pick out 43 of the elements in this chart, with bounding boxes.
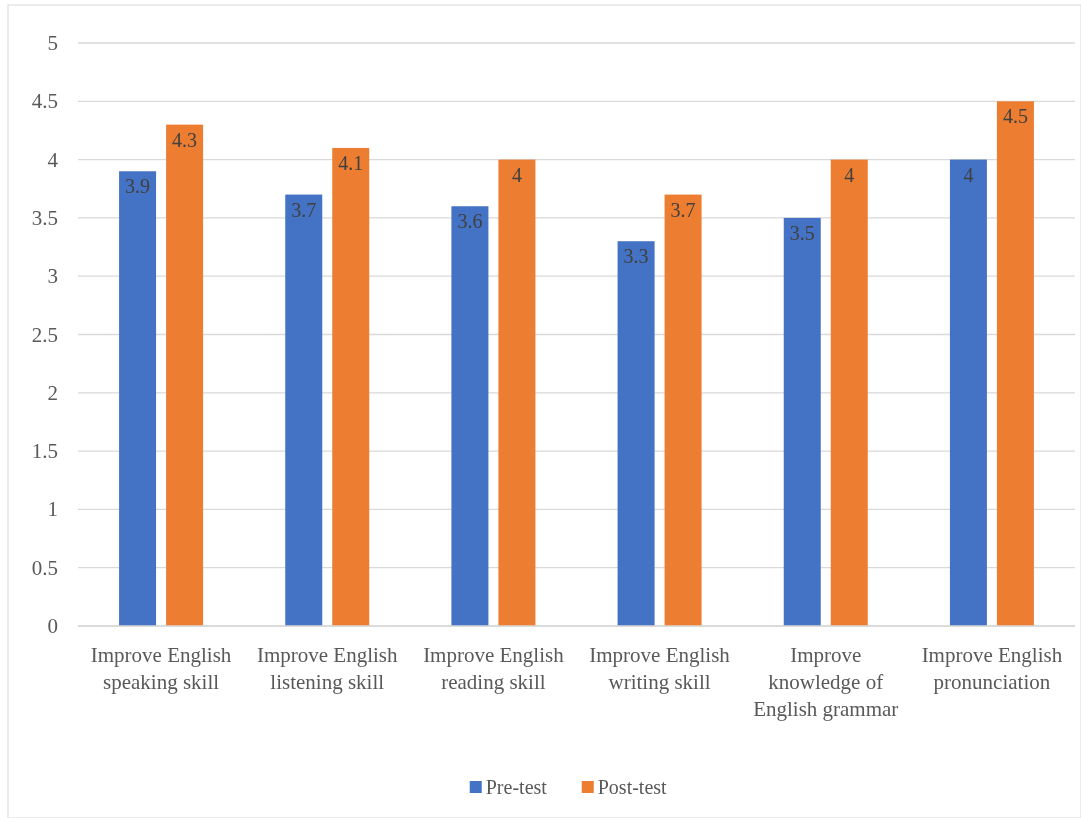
- data-label: 3.7: [670, 198, 696, 221]
- bar: [451, 206, 489, 626]
- x-tick-label: Improve English pronunciation: [921, 643, 1063, 694]
- data-label: 3.7: [291, 198, 317, 221]
- bar: [617, 241, 655, 626]
- y-tick-label: 0.5: [31, 555, 58, 580]
- x-tick-label: Improve English listening skill: [256, 643, 399, 694]
- bar: [783, 217, 821, 626]
- data-label: 3.6: [457, 210, 483, 233]
- x-tick-label: Improve English writing skill: [589, 643, 731, 694]
- y-tick-label: 5: [47, 31, 58, 55]
- y-tick-label: 4.5: [31, 89, 58, 114]
- y-tick-label: 3: [47, 264, 58, 289]
- bar: [166, 124, 204, 626]
- data-label: 3.3: [623, 245, 649, 268]
- bar: [498, 159, 536, 626]
- bar: [285, 194, 323, 626]
- bar: [996, 101, 1034, 626]
- bar: [664, 194, 702, 626]
- legend-label: Post-test: [597, 776, 668, 798]
- bar: [830, 159, 868, 626]
- data-label: 4.5: [1002, 105, 1028, 128]
- bar: [949, 159, 987, 626]
- x-tick-label: Improve English speaking skill: [90, 643, 232, 694]
- data-label: 3.5: [789, 221, 815, 244]
- x-tick-label: Improve knowledge of English grammar: [753, 643, 899, 721]
- bar: [119, 171, 157, 626]
- y-tick-label: 1.5: [31, 439, 58, 464]
- y-tick-label: 2.5: [31, 322, 58, 347]
- data-label: 4: [963, 163, 974, 186]
- legend-label: Pre-test: [485, 776, 548, 798]
- data-label: 4: [844, 163, 855, 186]
- y-tick-label: 3.5: [31, 205, 58, 230]
- bar: [332, 147, 370, 626]
- y-tick-label: 4: [47, 147, 59, 172]
- x-tick-label: Improve English reading skill: [423, 643, 565, 694]
- y-tick-label: 1: [47, 497, 58, 522]
- data-label: 4.3: [172, 128, 198, 151]
- data-label: 4.1: [338, 151, 364, 174]
- y-tick-label: 0: [47, 614, 58, 638]
- data-label: 3.9: [125, 175, 151, 198]
- y-tick-label: 2: [47, 380, 58, 405]
- data-label: 4: [511, 163, 522, 186]
